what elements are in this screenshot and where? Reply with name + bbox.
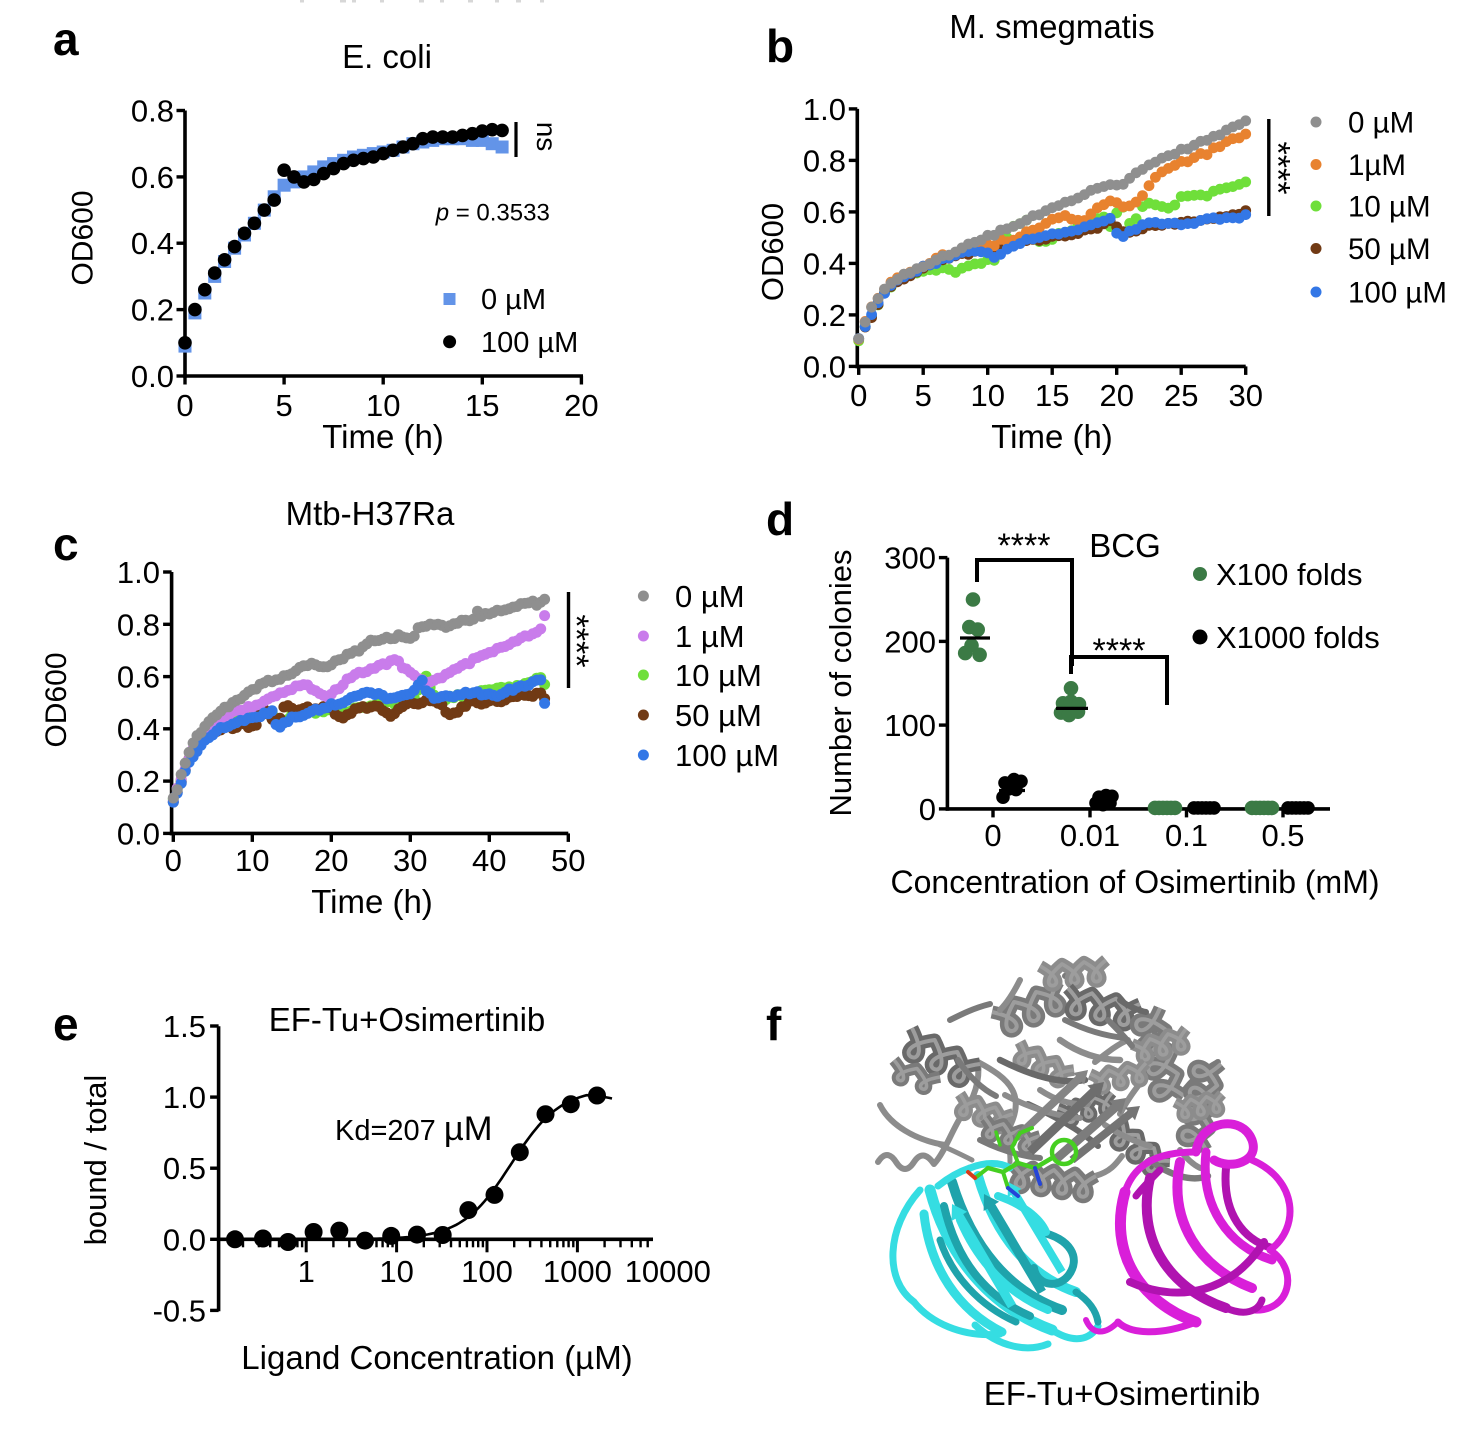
svg-text:10 µM: 10 µM xyxy=(675,658,762,693)
svg-text:10: 10 xyxy=(366,388,400,423)
svg-text:0: 0 xyxy=(984,818,1001,853)
svg-text:Kd=207 µM: Kd=207 µM xyxy=(335,1110,492,1148)
svg-text:0.0: 0.0 xyxy=(117,816,160,851)
svg-text:BCG: BCG xyxy=(1089,527,1161,564)
svg-text:0.8: 0.8 xyxy=(117,607,160,642)
svg-text:100 µM: 100 µM xyxy=(675,738,779,773)
svg-text:b: b xyxy=(766,20,794,72)
svg-text:EF-Tu+Osimertinib: EF-Tu+Osimertinib xyxy=(984,1375,1261,1412)
svg-text:0.5: 0.5 xyxy=(1261,818,1304,853)
svg-text:0.2: 0.2 xyxy=(117,764,160,799)
svg-text:10: 10 xyxy=(970,378,1004,413)
svg-text:ns: ns xyxy=(531,122,562,152)
svg-text:40: 40 xyxy=(472,843,506,878)
svg-text:Mtb-H37Ra: Mtb-H37Ra xyxy=(286,495,455,532)
svg-text:10: 10 xyxy=(379,1254,413,1289)
svg-text:100 µM: 100 µM xyxy=(1348,277,1447,310)
svg-text:0.0: 0.0 xyxy=(131,359,174,394)
svg-text:EF-Tu+Osimertinib: EF-Tu+Osimertinib xyxy=(269,1001,546,1038)
svg-text:100 µM: 100 µM xyxy=(481,327,578,359)
svg-text:M. smegmatis: M. smegmatis xyxy=(949,8,1154,45)
svg-text:0.4: 0.4 xyxy=(803,246,846,281)
svg-text:0.2: 0.2 xyxy=(803,298,846,333)
svg-text:100: 100 xyxy=(461,1254,513,1289)
svg-text:0.5: 0.5 xyxy=(163,1151,206,1186)
svg-text:bound / total: bound / total xyxy=(78,1075,113,1246)
svg-text:1: 1 xyxy=(298,1254,315,1289)
svg-text:0.6: 0.6 xyxy=(131,160,174,195)
svg-text:0: 0 xyxy=(919,792,936,827)
svg-text:20: 20 xyxy=(564,388,598,423)
svg-text:1.0: 1.0 xyxy=(117,555,160,590)
svg-text:Number of colonies: Number of colonies xyxy=(823,549,858,816)
svg-text:0.0: 0.0 xyxy=(803,349,846,384)
svg-text:15: 15 xyxy=(465,388,499,423)
svg-text:10000: 10000 xyxy=(625,1254,711,1289)
svg-text:Time (h): Time (h) xyxy=(311,883,433,920)
svg-text:0.6: 0.6 xyxy=(803,195,846,230)
svg-text:****: **** xyxy=(998,527,1051,565)
svg-text:1.0: 1.0 xyxy=(803,92,846,127)
svg-text:0 µM: 0 µM xyxy=(1348,107,1414,140)
svg-text:-0.5: -0.5 xyxy=(153,1293,206,1328)
svg-text:5: 5 xyxy=(915,378,932,413)
svg-text:0.8: 0.8 xyxy=(803,143,846,178)
svg-text:0.0: 0.0 xyxy=(163,1222,206,1257)
svg-text:10: 10 xyxy=(235,843,269,878)
svg-text:0 µM: 0 µM xyxy=(481,284,546,316)
svg-text:E. coli: E. coli xyxy=(342,38,432,75)
svg-text:5: 5 xyxy=(275,388,292,423)
svg-text:OD600: OD600 xyxy=(67,190,100,285)
svg-text:50 µM: 50 µM xyxy=(675,698,762,733)
svg-text:****: **** xyxy=(1259,142,1297,195)
svg-text:200: 200 xyxy=(884,624,936,659)
svg-text:Ligand Concentration (µM): Ligand Concentration (µM) xyxy=(241,1339,632,1376)
svg-text:0: 0 xyxy=(850,378,867,413)
svg-text:0: 0 xyxy=(176,388,193,423)
svg-text:300: 300 xyxy=(884,541,936,576)
svg-text:0: 0 xyxy=(165,843,182,878)
svg-text:1 µM: 1 µM xyxy=(675,619,745,654)
svg-text:Time (h): Time (h) xyxy=(322,418,444,455)
svg-text:0.4: 0.4 xyxy=(131,226,174,261)
svg-text:10 µM: 10 µM xyxy=(1348,191,1431,224)
svg-text:X100 folds: X100 folds xyxy=(1216,557,1363,592)
svg-text:1000: 1000 xyxy=(543,1254,612,1289)
svg-text:25: 25 xyxy=(1164,378,1198,413)
svg-text:****: **** xyxy=(557,615,595,668)
svg-text:Concentration of Osimertinib (: Concentration of Osimertinib (mM) xyxy=(890,864,1379,900)
svg-text:0.1: 0.1 xyxy=(1165,818,1208,853)
svg-text:30: 30 xyxy=(393,843,427,878)
svg-text:1.5: 1.5 xyxy=(163,1009,206,1044)
svg-text:1.0: 1.0 xyxy=(163,1080,206,1115)
svg-text:50: 50 xyxy=(551,843,585,878)
svg-text:c: c xyxy=(53,518,79,570)
svg-text:0.4: 0.4 xyxy=(117,712,160,747)
svg-text:OD600: OD600 xyxy=(755,203,790,301)
svg-text:30: 30 xyxy=(1228,378,1262,413)
svg-text:f: f xyxy=(766,998,782,1050)
svg-text:p = 0.3533: p = 0.3533 xyxy=(435,200,550,227)
svg-text:15: 15 xyxy=(1035,378,1069,413)
svg-text:0.2: 0.2 xyxy=(131,293,174,328)
svg-text:Time (h): Time (h) xyxy=(991,418,1113,455)
svg-text:d: d xyxy=(766,493,794,545)
svg-text:0.6: 0.6 xyxy=(117,660,160,695)
svg-text:0.01: 0.01 xyxy=(1060,818,1120,853)
svg-text:50 µM: 50 µM xyxy=(1348,233,1431,266)
svg-text:1µM: 1µM xyxy=(1348,149,1406,182)
svg-text:0 µM: 0 µM xyxy=(675,579,745,614)
svg-text:20: 20 xyxy=(314,843,348,878)
svg-text:X1000 folds: X1000 folds xyxy=(1216,620,1380,655)
svg-text:****: **** xyxy=(1093,632,1146,670)
svg-text:0.8: 0.8 xyxy=(131,94,174,129)
svg-text:e: e xyxy=(53,998,79,1050)
svg-text:a: a xyxy=(53,13,79,65)
svg-text:100: 100 xyxy=(884,708,936,743)
svg-text:20: 20 xyxy=(1099,378,1133,413)
svg-text:OD600: OD600 xyxy=(40,652,73,747)
